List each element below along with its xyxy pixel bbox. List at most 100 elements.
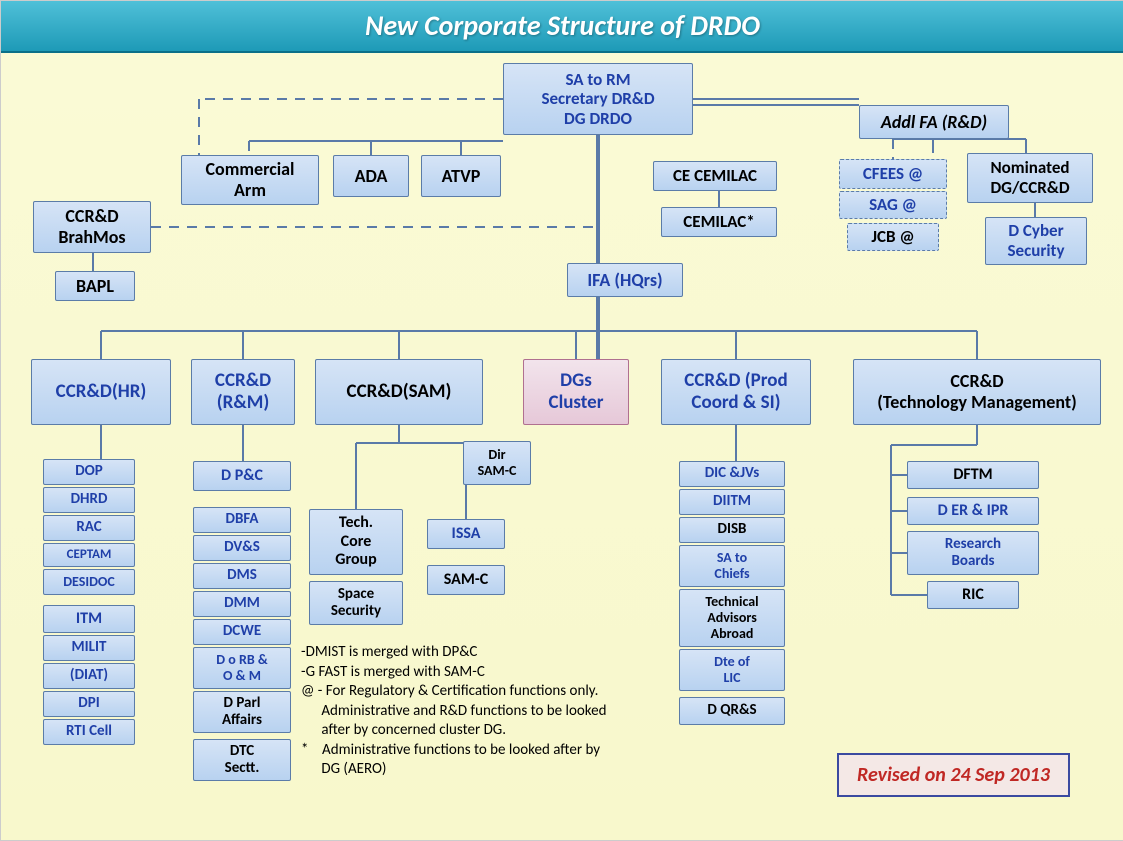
node-label: RTI Cell <box>66 723 112 740</box>
node-label: DMS <box>227 567 257 584</box>
node-dcwe: DCWE <box>193 619 291 645</box>
node-ccrdtech: CCR&D(Technology Management) <box>853 359 1101 425</box>
node-brahmos: CCR&DBrahMos <box>33 201 151 253</box>
node-label: CCR&D <box>215 370 271 392</box>
node-rticell: RTI Cell <box>43 719 135 745</box>
node-label: LIC <box>723 670 740 686</box>
node-dtelic: Dte ofLIC <box>679 649 785 691</box>
node-label: SA to <box>717 550 747 566</box>
node-label: ITM <box>76 610 102 628</box>
node-diitm: DIITM <box>679 489 785 515</box>
node-ric: RIC <box>927 581 1019 609</box>
node-dms: DMS <box>193 563 291 589</box>
node-ceptam: CEPTAM <box>43 543 135 567</box>
node-label: Addl FA (R&D) <box>881 112 987 133</box>
node-label: DMM <box>224 595 260 612</box>
node-label: D Parl <box>224 695 261 712</box>
node-label: Abroad <box>711 626 754 642</box>
node-label: DFTM <box>953 466 992 484</box>
node-nomdg: NominatedDG/CCR&D <box>967 153 1093 203</box>
footnote-line: Administrative and R&D functions to be l… <box>301 702 606 722</box>
node-issa: ISSA <box>427 519 505 549</box>
node-sachiefs: SA toChiefs <box>679 545 785 587</box>
node-desidoc: DESIDOC <box>43 569 135 595</box>
node-dpc: D P&C <box>193 461 291 491</box>
node-spacesec: SpaceSecurity <box>309 581 403 625</box>
node-dirsamc: DirSAM-C <box>463 441 531 485</box>
node-label: ADA <box>355 166 388 187</box>
node-ccrdhr: CCR&D(HR) <box>31 359 171 425</box>
node-root: SA to RMSecretary DR&DDG DRDO <box>503 63 693 135</box>
node-label: DIITM <box>713 493 751 510</box>
node-label: D QR&S <box>707 702 756 719</box>
node-dqrs: D QR&S <box>679 697 785 725</box>
node-label: DPI <box>78 695 99 712</box>
node-diat: (DIAT) <box>43 663 135 689</box>
node-rac: RAC <box>43 515 135 541</box>
node-label: Tech. <box>339 514 373 532</box>
node-label: Dir <box>488 447 505 463</box>
node-label: CCR&D <box>950 371 1003 392</box>
node-label: CFEES @ <box>863 164 923 184</box>
node-deripr: D ER & IPR <box>907 497 1039 525</box>
node-label: (R&M) <box>217 392 270 414</box>
node-techadv: TechnicalAdvisorsAbroad <box>679 589 785 647</box>
node-dorb: D o RB &O & M <box>193 647 291 689</box>
node-label: SA to RM <box>565 70 630 90</box>
footnote-line: -G FAST is merged with SAM-C <box>301 663 606 683</box>
node-label: CCR&D (Prod <box>684 370 787 392</box>
node-label: DG DRDO <box>564 109 632 129</box>
node-label: DIC &JVs <box>705 465 760 482</box>
node-atvp: ATVP <box>421 155 501 197</box>
node-dftm: DFTM <box>907 461 1039 489</box>
node-samc: SAM-C <box>427 565 505 595</box>
footnote-line: @ - For Regulatory & Certification funct… <box>301 682 606 702</box>
node-dhrd: DHRD <box>43 487 135 513</box>
node-label: DCWE <box>223 623 261 640</box>
node-label: CEMILAC* <box>683 212 754 232</box>
node-label: Sectt. <box>225 760 260 777</box>
node-label: (Technology Management) <box>877 392 1076 413</box>
page-title: New Corporate Structure of DRDO <box>1 1 1123 53</box>
node-dcyber: D CyberSecurity <box>985 217 1087 265</box>
node-label: IFA (HQrs) <box>587 270 662 291</box>
node-label: DBFA <box>226 511 259 528</box>
node-label: SAM-C <box>444 571 488 589</box>
node-dop: DOP <box>43 459 135 485</box>
node-label: DV&S <box>224 539 260 556</box>
node-label: ISSA <box>452 525 481 543</box>
node-label: RAC <box>76 519 101 536</box>
node-label: D o RB & <box>216 652 267 668</box>
node-ccrdrm: CCR&D(R&M) <box>191 359 295 425</box>
node-label: Security <box>1008 241 1065 261</box>
node-label: DG/CCR&D <box>990 178 1069 198</box>
node-jcb: JCB @ <box>847 223 939 251</box>
node-dvs: DV&S <box>193 535 291 561</box>
node-label: D ER & IPR <box>938 502 1009 520</box>
node-label: DTC <box>230 743 254 760</box>
node-label: Research <box>945 536 1001 553</box>
node-label: Technical <box>705 594 758 610</box>
footnote-line: DG (AERO) <box>301 760 606 780</box>
node-label: BAPL <box>76 276 114 297</box>
node-tcg: Tech.CoreGroup <box>309 509 403 575</box>
node-label: D P&C <box>221 467 263 485</box>
node-label: DISB <box>718 521 747 538</box>
node-label: RIC <box>962 586 984 604</box>
node-commercial: CommercialArm <box>181 155 319 205</box>
node-dmm: DMM <box>193 591 291 617</box>
node-bapl: BAPL <box>55 271 135 301</box>
node-label: CCR&D <box>65 206 118 227</box>
node-ada: ADA <box>333 155 409 197</box>
node-disb: DISB <box>679 517 785 543</box>
node-cemilac: CEMILAC* <box>661 207 777 237</box>
node-label: Commercial <box>206 159 295 180</box>
node-dpi: DPI <box>43 691 135 717</box>
node-label: Core <box>341 533 372 551</box>
node-label: CE CEMILAC <box>673 166 757 186</box>
node-itm: ITM <box>43 605 135 633</box>
node-label: Cluster <box>549 392 604 414</box>
node-label: Arm <box>234 180 266 201</box>
footnotes: -DMIST is merged with DP&C-G FAST is mer… <box>301 643 606 780</box>
node-ifa: IFA (HQrs) <box>567 263 683 297</box>
